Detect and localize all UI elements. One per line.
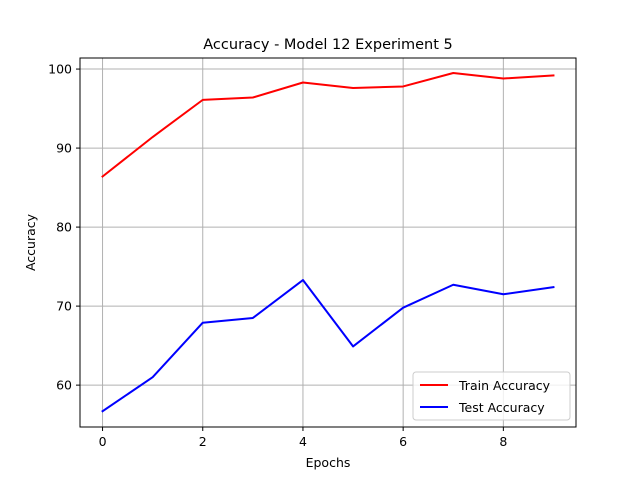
x-tick-label: 0 (99, 434, 107, 449)
y-tick-label: 60 (56, 378, 72, 393)
chart-title: Accuracy - Model 12 Experiment 5 (203, 37, 452, 53)
y-tick-label: 100 (48, 62, 72, 77)
train-accuracy-line (101, 72, 555, 178)
x-tick-label: 4 (299, 434, 307, 449)
grid-lines (80, 58, 576, 427)
legend-label-train: Train Accuracy (458, 378, 551, 393)
legend-label-test: Test Accuracy (458, 400, 545, 415)
axis-ticks: 0 2 4 6 8 60 70 80 90 100 (48, 62, 507, 449)
axes-frame (79, 57, 577, 428)
x-tick-label: 6 (399, 434, 407, 449)
legend-box (412, 371, 571, 421)
y-tick-label: 90 (56, 141, 72, 156)
x-tick-label: 2 (199, 434, 207, 449)
test-accuracy-line (101, 279, 555, 413)
y-axis-label: Accuracy (23, 213, 38, 271)
y-tick-label: 70 (56, 299, 72, 314)
y-tick-label: 80 (56, 220, 72, 235)
legend: Train Accuracy Test Accuracy (412, 371, 571, 421)
series-layer (101, 72, 555, 413)
x-tick-label: 8 (499, 434, 507, 449)
x-axis-label: Epochs (306, 455, 351, 470)
